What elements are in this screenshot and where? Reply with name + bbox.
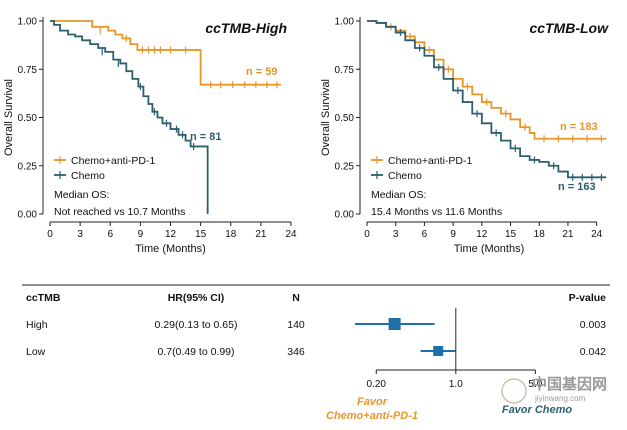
x-tick-label: 0 — [364, 229, 370, 240]
y-tick-label: 0.25 — [335, 161, 355, 172]
y-tick-label: 0.75 — [18, 65, 38, 76]
x-tick-label: 21 — [562, 229, 574, 240]
x-tick-label: 12 — [476, 229, 488, 240]
x-tick-label: 15 — [195, 229, 207, 240]
x-tick-label: 24 — [285, 229, 297, 240]
x-tick-label: 9 — [138, 229, 144, 240]
legend-label: Chemo — [388, 170, 422, 182]
km-curve-chemo-anti-pd1 — [50, 20, 281, 86]
row-hr: 0.7(0.49 to 0.99) — [157, 346, 234, 358]
watermark-subtext: jiyinwang.com — [534, 394, 586, 403]
panel-title: ccTMB-High — [205, 20, 287, 36]
legend-label: Chemo+anti-PD-1 — [71, 155, 155, 167]
favor-left-line2: Chemo+anti-PD-1 — [326, 410, 418, 422]
forest-table: ccTMB HR(95% CI) N P-value 0.20 1.0 5.0 High 0.2… — [22, 284, 610, 422]
row-group: Low — [26, 346, 46, 358]
y-axis-label: Overall Survival — [320, 79, 332, 156]
watermark: 中国基因网 jiyinwang.com — [501, 375, 607, 404]
x-tick-label: 6 — [107, 229, 113, 240]
median-os-value: 15.4 Months vs 11.6 Months — [371, 206, 502, 218]
legend-label: Chemo+anti-PD-1 — [388, 155, 472, 167]
km-curve-chemo-anti-pd1 — [367, 20, 607, 140]
n-label: n = 81 — [190, 131, 222, 143]
y-tick-label: 1.00 — [18, 17, 38, 28]
x-tick-label: 21 — [255, 229, 267, 240]
y-tick-label: 0.00 — [18, 210, 38, 221]
forest-row-high: High 0.29(0.13 to 0.65) 140 0.003 — [26, 318, 606, 331]
km-curve-chemo — [50, 20, 209, 214]
header-hr: HR(95% CI) — [168, 292, 225, 304]
x-axis-label: Time (Months) — [135, 243, 206, 255]
forest-tick-label: 5.0 — [528, 379, 542, 390]
x-tick-label: 15 — [505, 229, 517, 240]
header-p-value: P-value — [569, 292, 607, 304]
n-label: n = 59 — [246, 66, 278, 78]
km-panel-high: 0.00 0.25 0.50 0.75 1.00 0 3 6 9 12 15 18 21 24 Time (… — [3, 17, 297, 256]
median-os-label: Median OS: — [371, 189, 426, 201]
watermark-logo-icon — [501, 378, 527, 404]
row-n: 140 — [287, 319, 305, 331]
n-label: n = 183 — [560, 121, 598, 133]
y-axis-label: Overall Survival — [3, 79, 15, 156]
median-os-value: Not reached vs 10.7 Months — [54, 206, 185, 218]
x-tick-label: 6 — [422, 229, 428, 240]
x-tick-label: 24 — [591, 229, 603, 240]
x-tick-label: 12 — [165, 229, 177, 240]
y-tick-label: 0.50 — [18, 113, 38, 124]
hr-marker — [388, 318, 401, 330]
row-n: 346 — [287, 346, 305, 358]
row-group: High — [26, 319, 48, 331]
favor-right: Favor Chemo — [502, 404, 573, 416]
y-tick-label: 1.00 — [335, 17, 355, 28]
km-panel-low: 0.00 0.25 0.50 0.75 1.00 0 3 6 9 12 15 18 21 24 Time (… — [320, 17, 609, 256]
x-tick-label: 9 — [450, 229, 456, 240]
n-label: n = 163 — [558, 181, 596, 193]
hr-marker — [433, 346, 444, 356]
x-tick-label: 18 — [534, 229, 546, 240]
y-tick-label: 0.00 — [335, 210, 355, 221]
x-tick-label: 3 — [393, 229, 399, 240]
row-p-value: 0.042 — [580, 346, 606, 358]
forest-tick-label: 1.0 — [449, 379, 463, 390]
watermark-text: 中国基因网 — [532, 375, 607, 393]
x-tick-label: 18 — [225, 229, 237, 240]
x-tick-label: 3 — [77, 229, 83, 240]
x-axis-label: Time (Months) — [454, 243, 525, 255]
forest-row-low: Low 0.7(0.49 to 0.99) 346 0.042 — [26, 346, 606, 358]
x-tick-label: 0 — [47, 229, 53, 240]
median-os-label: Median OS: — [54, 189, 109, 201]
forest-tick-label: 0.20 — [367, 379, 387, 390]
y-tick-label: 0.25 — [18, 161, 38, 172]
panel-title: ccTMB-Low — [529, 20, 609, 36]
km-curve-chemo — [367, 20, 607, 179]
row-p-value: 0.003 — [580, 319, 606, 331]
header-cctmb: ccTMB — [26, 292, 61, 304]
header-n: N — [292, 292, 300, 304]
row-hr: 0.29(0.13 to 0.65) — [155, 319, 238, 331]
legend-label: Chemo — [71, 170, 105, 182]
favor-left-line1: Favor — [357, 396, 388, 408]
y-tick-label: 0.75 — [335, 65, 355, 76]
y-tick-label: 0.50 — [335, 113, 355, 124]
